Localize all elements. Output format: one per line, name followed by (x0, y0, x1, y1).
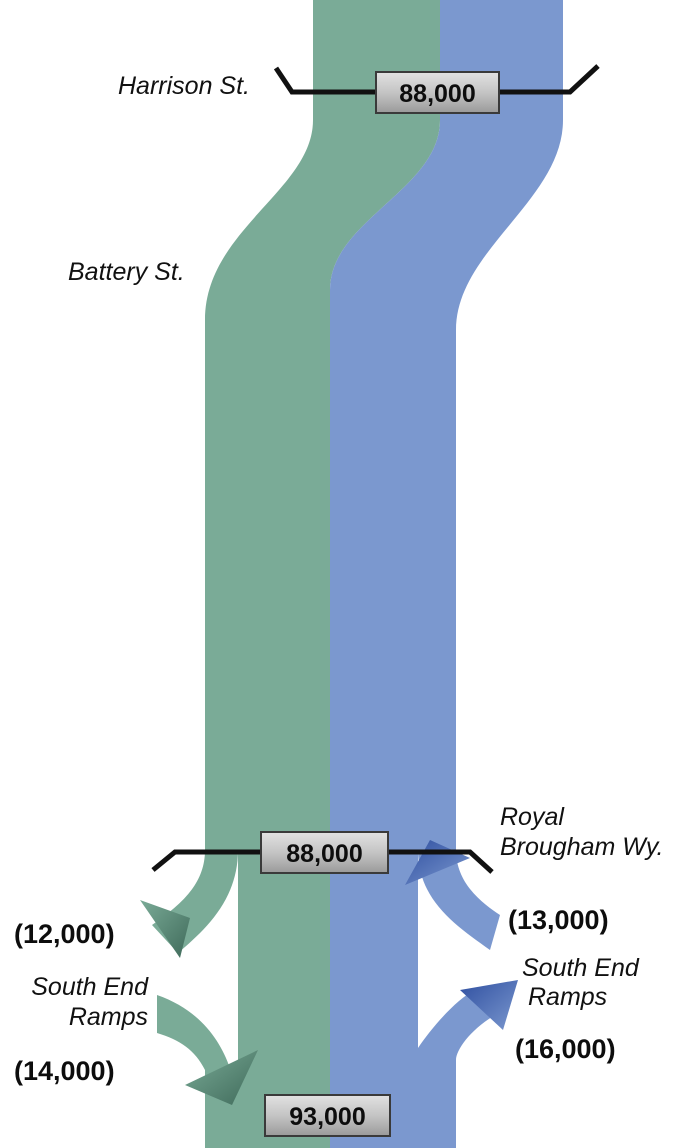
harrison-volume-box: 88,000 (375, 71, 500, 114)
royal-brougham-label-line1: Royal (500, 803, 565, 831)
south-end-ramps-right-line1: South End (522, 954, 640, 982)
royal-brougham-offramp-volume: (12,000) (14, 919, 115, 949)
battery-street-label: Battery St. (68, 258, 185, 286)
royal-brougham-onramp-volume: (13,000) (508, 905, 609, 935)
south-end-ramps-left-line2: Ramps (69, 1003, 148, 1031)
royal-brougham-label-line2: Brougham Wy. (500, 833, 663, 861)
royal-brougham-onramp-right (418, 850, 500, 950)
royal-brougham-volume: 88,000 (286, 840, 362, 868)
south-end-ramps-right-line2: Ramps (528, 983, 607, 1011)
south-end-offramp-right-arrowhead (460, 980, 518, 1030)
south-end-onramp-left-arrowhead (185, 1050, 258, 1105)
south-end-offramp-right (418, 990, 495, 1148)
harrison-volume: 88,000 (399, 80, 475, 108)
harrison-street-label: Harrison St. (118, 72, 250, 100)
south-end-ramps-left-line1: South End (31, 973, 149, 1001)
south-volume: 93,000 (289, 1103, 365, 1131)
royal-brougham-volume-box: 88,000 (260, 831, 389, 874)
south-end-offramp-volume: (16,000) (515, 1034, 616, 1064)
south-volume-box: 93,000 (264, 1094, 391, 1137)
south-end-onramp-left (157, 995, 238, 1148)
royal-brougham-offramp-left-arrowhead (140, 900, 190, 958)
south-end-onramp-volume: (14,000) (14, 1056, 115, 1086)
